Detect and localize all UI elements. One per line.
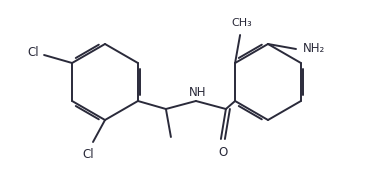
Text: Cl: Cl bbox=[82, 148, 94, 161]
Text: O: O bbox=[218, 146, 228, 159]
Text: NH: NH bbox=[189, 86, 207, 98]
Text: Cl: Cl bbox=[27, 45, 39, 58]
Text: CH₃: CH₃ bbox=[232, 18, 252, 28]
Text: NH₂: NH₂ bbox=[303, 43, 325, 56]
